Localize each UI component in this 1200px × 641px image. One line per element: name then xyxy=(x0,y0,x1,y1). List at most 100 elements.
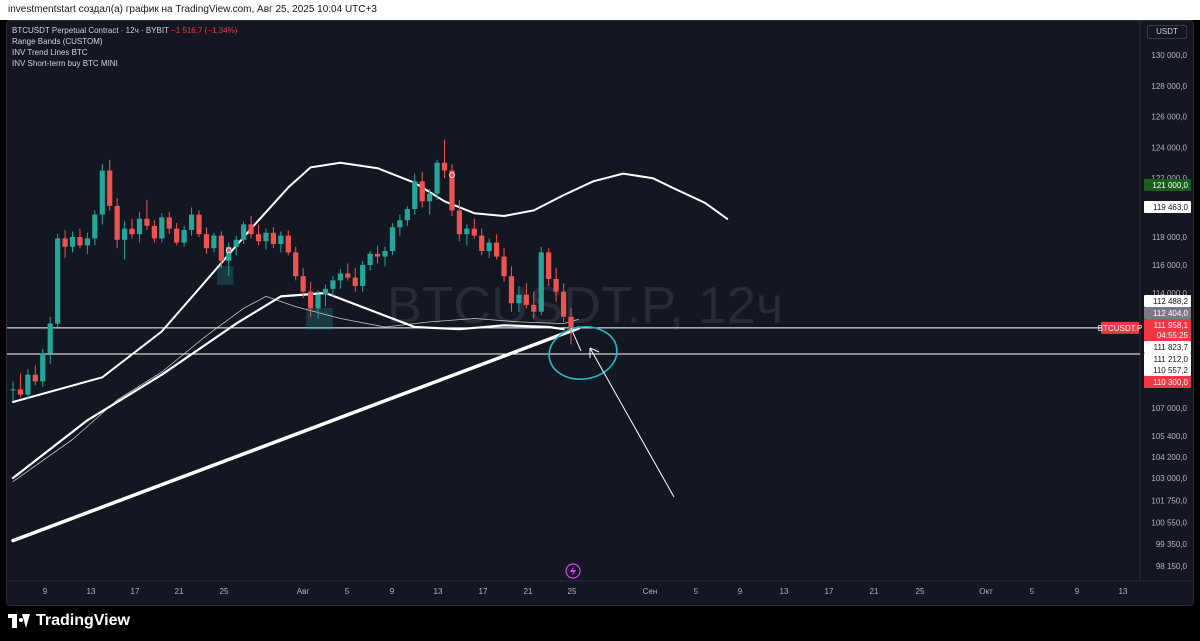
candle-body xyxy=(188,214,195,230)
candle-body xyxy=(337,273,343,281)
candle-body xyxy=(263,232,269,242)
candle-body xyxy=(114,205,120,240)
price-badge xyxy=(1144,201,1191,213)
candle-body xyxy=(69,237,76,247)
legend-indicator[interactable]: Range Bands (CUSTOM) xyxy=(12,37,103,46)
candle-body xyxy=(352,277,358,286)
watermark-text: BTCUSDT.P, 12ч xyxy=(387,277,783,335)
x-tick-label: 5 xyxy=(1030,587,1035,596)
candle-body xyxy=(241,224,247,240)
lightning-icon-glyph xyxy=(570,566,576,576)
candle-body xyxy=(144,218,150,226)
y-tick-label: 99 350,0 xyxy=(1156,540,1188,549)
candle-body xyxy=(546,252,552,279)
x-tick-label: 21 xyxy=(870,587,879,596)
candle-body xyxy=(389,227,396,251)
candle-body xyxy=(449,170,455,211)
legend-indicator[interactable]: INV Trend Lines BTC xyxy=(12,48,88,57)
price-badge xyxy=(1144,329,1191,341)
candle-body xyxy=(25,374,31,395)
candle-body xyxy=(464,228,470,235)
share-header: investmentstart создал(а) график на Trad… xyxy=(0,0,1200,20)
currency-button[interactable]: USDT xyxy=(1147,25,1187,39)
y-tick-label: 122 000,0 xyxy=(1151,174,1187,183)
y-tick-label: 126 000,0 xyxy=(1151,113,1187,122)
price-badge-label: 110 300,0 xyxy=(1153,378,1189,387)
x-tick-label: 17 xyxy=(825,587,834,596)
candle-body xyxy=(568,316,574,329)
candle-body xyxy=(196,214,202,235)
candle-body xyxy=(159,217,165,239)
candle-body xyxy=(47,323,53,354)
candle-body xyxy=(345,273,351,278)
candle-body xyxy=(531,304,537,312)
x-tick-label: 9 xyxy=(1075,587,1080,596)
candle-body xyxy=(122,228,128,240)
candle-body xyxy=(322,288,329,295)
x-tick-label: 13 xyxy=(434,587,443,596)
x-tick-label: 9 xyxy=(43,587,48,596)
signal-dot xyxy=(225,247,232,254)
price-badge xyxy=(1144,295,1191,307)
price-badge-label: 112 488,2 xyxy=(1153,297,1189,306)
candle-body xyxy=(174,228,180,243)
candle-body xyxy=(382,251,388,257)
candle-body xyxy=(456,210,462,235)
candle-body xyxy=(471,228,477,236)
candle-body xyxy=(129,228,135,235)
legend-symbol[interactable]: BTCUSDT Perpetual Contract · 12ч · BYBIT xyxy=(12,26,169,35)
price-badge-label: 119 463,0 xyxy=(1153,203,1189,212)
candle-body xyxy=(315,294,321,309)
candle-body xyxy=(32,374,38,382)
annotation-arrow-line[interactable] xyxy=(589,347,675,498)
price-badge xyxy=(1144,341,1191,353)
x-tick-label: 9 xyxy=(390,587,395,596)
candle-body xyxy=(136,218,143,235)
candle-body xyxy=(360,265,366,286)
price-badge-label: 110 557,2 xyxy=(1153,366,1189,375)
legend-symbol-line: BTCUSDT Perpetual Contract · 12ч · BYBIT… xyxy=(12,25,237,36)
candle-body xyxy=(523,294,529,305)
series-line xyxy=(12,296,579,482)
candle-body xyxy=(84,238,90,246)
y-tick-label: 98 150,0 xyxy=(1156,562,1188,571)
chart-legend: BTCUSDT Perpetual Contract · 12ч · BYBIT… xyxy=(12,25,237,69)
candle-body xyxy=(367,253,373,265)
candle-body xyxy=(77,237,83,246)
x-tick-label: Сен xyxy=(643,587,658,596)
price-badge xyxy=(1144,364,1191,376)
price-chart[interactable]: BTCUSDT.P, 12ч 130 000,0 128 000,0 126 000,… xyxy=(7,21,1194,606)
candle-body xyxy=(62,238,68,247)
candle-body xyxy=(17,389,24,395)
lightning-icon[interactable] xyxy=(565,563,581,579)
candle-body xyxy=(40,353,46,382)
legend-indicator[interactable]: INV Short-term buy BTC MINI xyxy=(12,59,118,68)
x-tick-label: 5 xyxy=(694,587,699,596)
candle-body xyxy=(278,235,284,244)
x-tick-label: 25 xyxy=(220,587,229,596)
y-tick-label: 130 000,0 xyxy=(1151,51,1187,60)
price-badge xyxy=(1144,376,1191,388)
candle-body xyxy=(404,209,410,221)
price-badge-label: 04:55:25 xyxy=(1157,331,1189,340)
legend-change: −1 516,7 (−1,34%) xyxy=(171,26,238,35)
x-tick-label: 17 xyxy=(131,587,140,596)
chart-frame[interactable]: BTCUSDT Perpetual Contract · 12ч · BYBIT… xyxy=(6,20,1194,606)
candle-body xyxy=(226,246,232,261)
x-tick-label: 25 xyxy=(916,587,925,596)
y-tick-label: 128 000,0 xyxy=(1151,82,1187,91)
candle-body xyxy=(181,230,187,243)
symbol-badge xyxy=(1101,321,1139,334)
y-tick-label: 118 000,0 xyxy=(1152,233,1188,242)
candle-body xyxy=(285,235,291,253)
y-tick-label: 101 750,0 xyxy=(1151,497,1187,506)
candle-body xyxy=(151,225,157,239)
y-tick-label: 107 000,0 xyxy=(1151,404,1187,413)
tradingview-logo-icon xyxy=(8,614,30,628)
price-badge xyxy=(1144,307,1191,319)
x-tick-label: 5 xyxy=(345,587,350,596)
candle-body xyxy=(255,234,262,242)
annotation-circle[interactable] xyxy=(546,323,621,384)
candle-body xyxy=(330,280,336,289)
